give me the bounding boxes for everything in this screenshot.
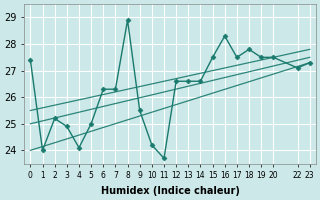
X-axis label: Humidex (Indice chaleur): Humidex (Indice chaleur) bbox=[100, 186, 239, 196]
